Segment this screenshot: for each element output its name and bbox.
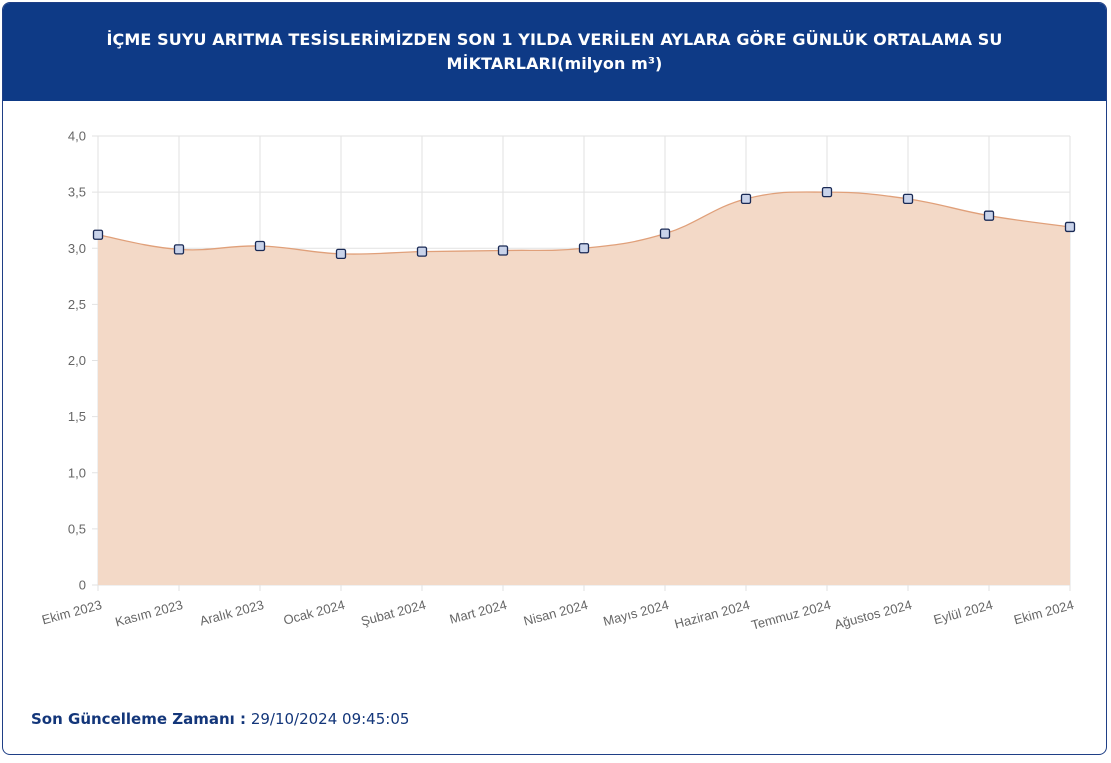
- card-header: İÇME SUYU ARITMA TESİSLERİMİZDEN SON 1 Y…: [3, 3, 1106, 101]
- data-point: [1064, 221, 1076, 233]
- x-tick-label: Ocak 2024: [282, 597, 347, 628]
- data-point: [173, 244, 185, 255]
- y-tick-label: 0,5: [68, 521, 86, 536]
- data-point: [335, 248, 347, 260]
- data-point: [92, 229, 104, 240]
- y-tick-label: 1,5: [68, 409, 86, 424]
- x-tick-label: Mayıs 2024: [602, 597, 671, 629]
- last-update-label: Son Güncelleme Zamanı :: [31, 710, 247, 728]
- area-fill: [98, 192, 1070, 585]
- data-point: [416, 246, 428, 257]
- data-point: [659, 228, 671, 239]
- y-tick-label: 2,0: [68, 353, 86, 368]
- chart-title: İÇME SUYU ARITMA TESİSLERİMİZDEN SON 1 Y…: [106, 30, 1003, 73]
- x-tick-label: Mart 2024: [448, 597, 508, 627]
- x-tick-label: Ekim 2023: [40, 597, 103, 627]
- x-tick-label: Şubat 2024: [359, 597, 427, 629]
- last-update-value: 29/10/2024 09:45:05: [250, 710, 410, 728]
- data-point: [497, 245, 509, 256]
- y-tick-label: 0: [79, 578, 86, 593]
- last-update: Son Güncelleme Zamanı : 29/10/2024 09:45…: [31, 710, 409, 728]
- y-tick-label: 3,5: [68, 185, 86, 200]
- x-tick-label: Temmuz 2024: [750, 597, 833, 633]
- data-point: [821, 186, 833, 198]
- x-tick-label: Ağustos 2024: [833, 597, 914, 632]
- x-tick-label: Ekim 2024: [1012, 597, 1075, 627]
- data-point: [578, 243, 590, 254]
- x-tick-label: Haziran 2024: [673, 597, 752, 632]
- y-tick-label: 1,0: [68, 465, 86, 480]
- data-point: [740, 193, 752, 205]
- data-point: [254, 240, 266, 252]
- x-tick-label: Nisan 2024: [522, 597, 589, 629]
- x-tick-label: Eylül 2024: [932, 597, 995, 627]
- x-tick-label: Kasım 2023: [113, 597, 184, 629]
- y-tick-label: 2,5: [68, 297, 86, 312]
- y-tick-label: 4,0: [68, 129, 86, 144]
- data-point: [983, 210, 995, 221]
- data-point: [902, 193, 914, 205]
- y-tick-label: 3,0: [68, 241, 86, 256]
- x-tick-label: Aralık 2023: [198, 597, 265, 629]
